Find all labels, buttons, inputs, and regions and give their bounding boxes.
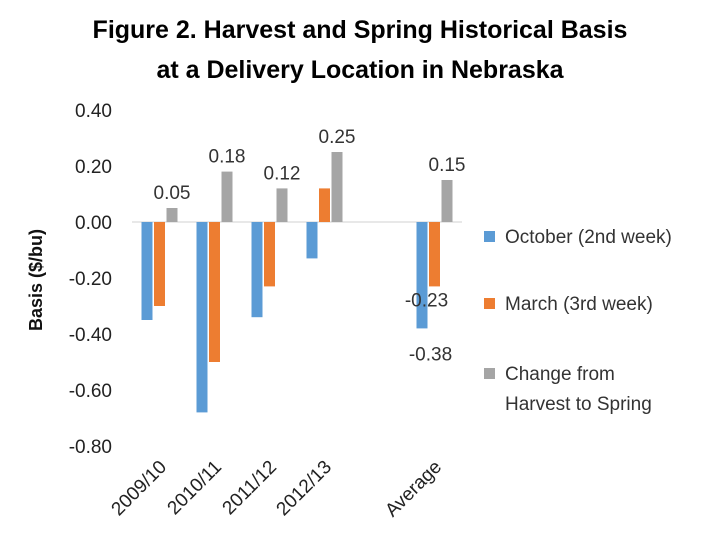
bar	[221, 171, 233, 222]
x-tick-label: 2012/13	[273, 457, 336, 520]
legend: October (2nd week) March (3rd week) Change…	[484, 227, 672, 415]
bar	[141, 222, 153, 320]
data-label: -0.38	[409, 344, 452, 365]
bar	[441, 180, 453, 222]
x-tick-label: 2009/10	[108, 457, 171, 520]
bar	[276, 188, 288, 222]
legend-label: Harvest to Spring	[505, 394, 652, 415]
y-tick-label: 0.00	[75, 213, 112, 234]
y-tick-label: 0.40	[75, 101, 112, 122]
x-tick-label: 2010/11	[164, 457, 226, 519]
legend-swatch	[484, 368, 495, 379]
legend-label: Change from	[505, 364, 615, 385]
y-tick-label: -0.80	[69, 437, 112, 458]
chart-subtitle: at a Delivery Location in Nebraska	[156, 56, 564, 84]
y-tick-label: -0.20	[69, 269, 112, 290]
y-tick-label: 0.20	[75, 157, 112, 178]
data-label: 0.05	[154, 183, 191, 204]
plot-area: 0.40 0.20 0.00 -0.20 -0.40 -0.60 -0.80 -0.38 -0.…	[69, 101, 466, 521]
legend-label: October (2nd week)	[505, 227, 672, 248]
x-tick-label: Average	[381, 457, 446, 522]
legend-swatch	[484, 231, 495, 242]
bar	[331, 152, 343, 222]
bar	[154, 222, 165, 306]
bar	[264, 222, 275, 287]
data-label: 0.18	[209, 147, 246, 168]
bar	[306, 222, 318, 259]
bar	[196, 222, 208, 413]
x-tick-label: 2011/12	[219, 457, 281, 519]
bar	[166, 208, 178, 222]
bar	[251, 222, 263, 318]
data-label: 0.12	[264, 163, 301, 184]
data-label: 0.15	[429, 155, 466, 176]
data-label: -0.23	[405, 290, 448, 311]
legend-swatch	[484, 298, 495, 309]
bar	[209, 222, 220, 362]
y-axis-title: Basis ($/bu)	[26, 229, 46, 331]
bar	[429, 222, 440, 287]
bar	[416, 222, 428, 329]
bar	[319, 188, 330, 222]
chart-title: Figure 2. Harvest and Spring Historical …	[93, 16, 628, 44]
y-tick-label: -0.40	[69, 325, 112, 346]
legend-label: March (3rd week)	[505, 294, 653, 315]
y-tick-label: -0.60	[69, 381, 112, 402]
data-label: 0.25	[319, 127, 356, 148]
